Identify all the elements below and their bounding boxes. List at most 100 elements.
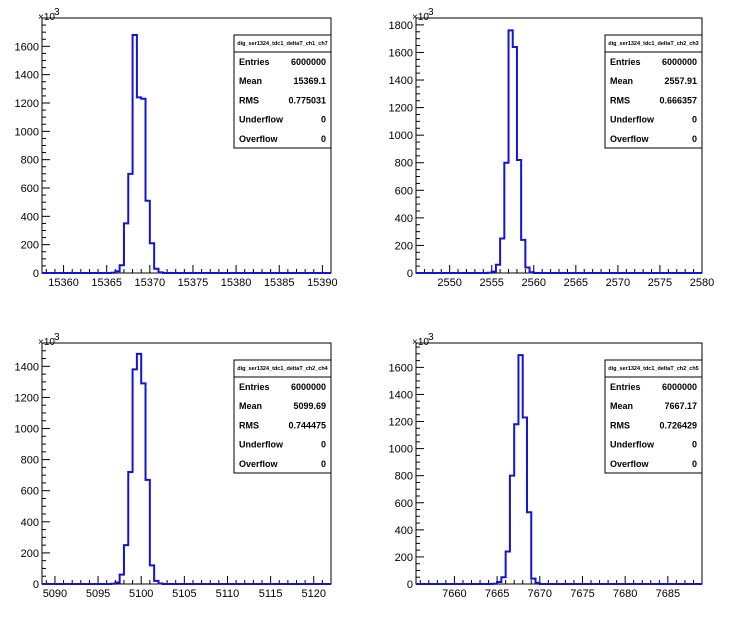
stats-value: 0 bbox=[692, 459, 697, 469]
histogram-bin bbox=[150, 243, 154, 273]
x-tick-label: 5110 bbox=[216, 588, 240, 600]
histogram-bin bbox=[158, 272, 162, 273]
y-tick-label: 1000 bbox=[15, 424, 39, 436]
histogram-series-line bbox=[416, 29, 702, 274]
stats-value: 0 bbox=[692, 134, 697, 144]
histogram-panel: 7660 7665 7670 7675 7680 7685 0 200 400 600 800 100… bbox=[389, 332, 703, 600]
x-tick-label: 7670 bbox=[528, 588, 552, 600]
x-tick-label: 2550 bbox=[437, 277, 461, 289]
x-tick-label: 5105 bbox=[172, 588, 196, 600]
stats-value: 6000000 bbox=[291, 382, 326, 392]
y-tick-label: 1200 bbox=[389, 103, 413, 115]
stats-label: Underflow bbox=[610, 440, 655, 450]
y-tick-label: 1600 bbox=[389, 47, 413, 59]
histogram-panel: 5090 5095 5100 5105 5110 5115 5120 0 200 400 600 80… bbox=[15, 332, 332, 600]
histogram-title: dig_ser1324_tdc1_deltaT_ch2_ch5 bbox=[608, 366, 699, 372]
stats-value: 0 bbox=[321, 459, 326, 469]
y-tick-label: 1600 bbox=[15, 41, 39, 53]
y-tick-label: 200 bbox=[395, 552, 413, 564]
y-multiplier-label: ×10 bbox=[412, 337, 429, 348]
histogram-bin bbox=[120, 265, 124, 273]
stats-value: 0.666357 bbox=[659, 95, 697, 105]
stats-value: 2557.91 bbox=[664, 76, 697, 86]
stats-label: Mean bbox=[610, 401, 633, 411]
x-tick-label: 5120 bbox=[302, 588, 326, 600]
histogram-bin bbox=[124, 545, 128, 584]
histogram-bin bbox=[154, 581, 158, 584]
x-tick-label: 15380 bbox=[221, 277, 252, 289]
x-tick-label: 5115 bbox=[259, 588, 283, 600]
y-exponent-label: 3 bbox=[428, 7, 434, 18]
stats-value: 7667.17 bbox=[664, 401, 697, 411]
histogram-bin bbox=[514, 424, 518, 584]
x-tick-label: 2570 bbox=[606, 277, 630, 289]
histogram-series-line bbox=[416, 354, 702, 585]
histogram-bin bbox=[141, 99, 145, 273]
histogram-bin bbox=[128, 472, 132, 584]
stats-label: Mean bbox=[239, 401, 262, 411]
y-multiplier-label: ×10 bbox=[38, 12, 55, 23]
stats-value: 0 bbox=[321, 134, 326, 144]
x-tick-label: 15375 bbox=[178, 277, 209, 289]
x-tick-label: 5090 bbox=[43, 588, 67, 600]
histogram-bin bbox=[500, 239, 504, 273]
x-tick-label: 15390 bbox=[307, 277, 338, 289]
stats-box bbox=[604, 34, 703, 149]
y-tick-label: 400 bbox=[21, 517, 39, 529]
x-tick-label: 7660 bbox=[442, 588, 466, 600]
stats-label: Overflow bbox=[239, 134, 279, 144]
y-tick-label: 1200 bbox=[15, 98, 39, 110]
x-tick-label: 7665 bbox=[485, 588, 509, 600]
x-tick-label: 7680 bbox=[613, 588, 637, 600]
stats-value: 0.775031 bbox=[288, 95, 326, 105]
y-tick-label: 800 bbox=[395, 471, 413, 483]
histogram-bin bbox=[518, 355, 522, 584]
y-tick-label: 0 bbox=[407, 579, 413, 591]
y-exponent-label: 3 bbox=[54, 7, 60, 18]
y-tick-label: 400 bbox=[395, 525, 413, 537]
y-tick-label: 200 bbox=[395, 240, 413, 252]
y-tick-label: 600 bbox=[21, 183, 39, 195]
stats-label: Entries bbox=[239, 57, 270, 67]
y-tick-label: 400 bbox=[395, 213, 413, 225]
stats-label: Underflow bbox=[239, 115, 284, 125]
histogram-bin bbox=[115, 271, 119, 273]
y-tick-label: 1400 bbox=[389, 389, 413, 401]
stats-value: 15369.1 bbox=[293, 76, 326, 86]
y-tick-label: 1800 bbox=[389, 20, 413, 32]
histogram-bin bbox=[137, 97, 141, 273]
histogram-title: dig_ser1324_tdc1_deltaT_ch2_ch4 bbox=[237, 366, 328, 372]
x-tick-label: 2555 bbox=[479, 277, 503, 289]
histogram-series-line bbox=[42, 34, 331, 274]
y-tick-label: 800 bbox=[395, 158, 413, 170]
histogram-bin bbox=[506, 552, 510, 584]
stats-label: RMS bbox=[239, 420, 259, 430]
stats-label: RMS bbox=[239, 95, 259, 105]
y-tick-label: 0 bbox=[33, 268, 39, 280]
stats-value: 6000000 bbox=[662, 382, 697, 392]
histogram-bin bbox=[517, 160, 521, 273]
y-tick-label: 1000 bbox=[389, 444, 413, 456]
histogram-bin bbox=[496, 265, 500, 273]
histogram-bin bbox=[120, 575, 124, 584]
stats-value: 0 bbox=[321, 115, 326, 125]
y-tick-label: 400 bbox=[21, 211, 39, 223]
histogram-bin bbox=[133, 369, 137, 584]
y-tick-label: 600 bbox=[21, 486, 39, 498]
y-exponent-label: 3 bbox=[54, 332, 60, 343]
histogram-bin bbox=[146, 480, 150, 584]
histogram-bin bbox=[510, 476, 514, 584]
x-tick-label: 7675 bbox=[570, 588, 594, 600]
x-tick-label: 15360 bbox=[48, 277, 79, 289]
histogram-bin bbox=[115, 582, 119, 584]
y-tick-label: 0 bbox=[33, 579, 39, 591]
histogram-bin bbox=[523, 417, 527, 584]
stats-value: 6000000 bbox=[662, 57, 697, 67]
stats-label: Mean bbox=[239, 76, 262, 86]
histogram-series-line bbox=[42, 352, 331, 585]
stats-value: 0 bbox=[692, 115, 697, 125]
histogram-panel: 2550 2555 2560 2565 2570 2575 2580 0 200 400 600 80… bbox=[389, 7, 715, 289]
y-tick-label: 1600 bbox=[389, 362, 413, 374]
y-multiplier-label: ×10 bbox=[38, 337, 55, 348]
